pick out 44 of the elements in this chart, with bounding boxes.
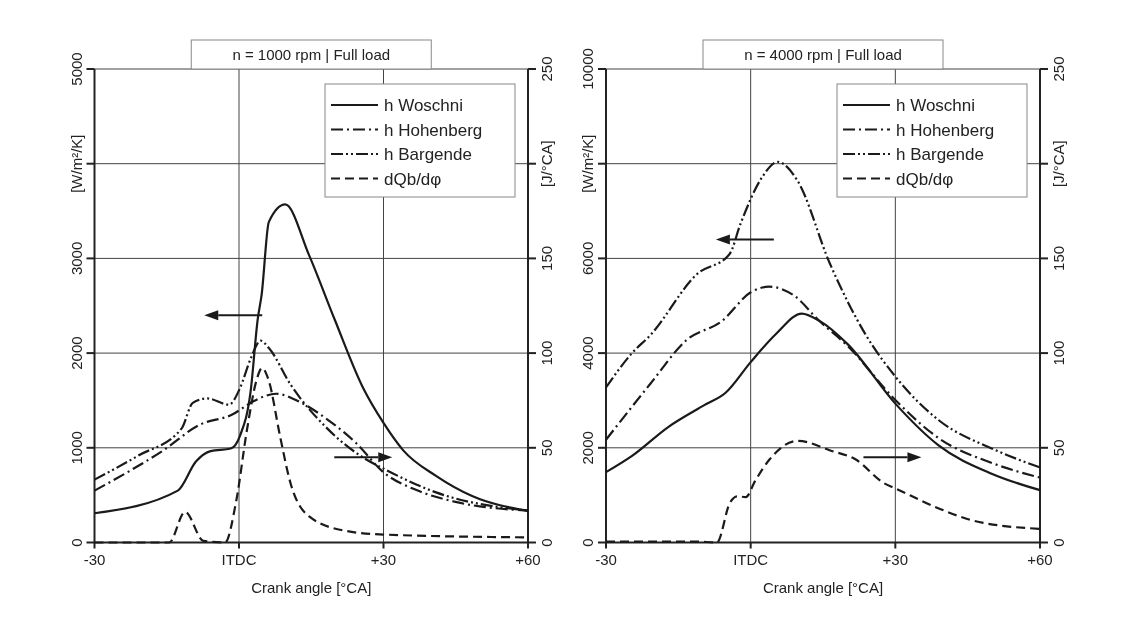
- y-tick-label: 3000: [67, 241, 85, 276]
- x-tick-label: -30: [83, 550, 106, 568]
- y2-tick-label: 50: [1050, 439, 1067, 457]
- x-tick-label: +60: [515, 550, 541, 568]
- y-axis-title: [W/m²/K]: [67, 134, 85, 193]
- y-tick-label: 4000: [579, 336, 596, 370]
- y-tick-label: 0: [67, 538, 85, 547]
- y2-tick-label: 250: [1050, 56, 1067, 82]
- y2-tick-label: 150: [538, 245, 555, 271]
- x-axis-title: Crank angle [°CA]: [762, 578, 884, 596]
- x-tick-label: +60: [1027, 550, 1053, 568]
- x-tick-label: -30: [595, 550, 617, 568]
- y-tick-label: 5000: [67, 52, 85, 86]
- y-tick-label: 2000: [579, 431, 596, 465]
- y-tick-label: 10000: [579, 48, 596, 90]
- legend-label: h Hohenberg: [384, 120, 483, 140]
- legend-label: h Bargende: [896, 145, 984, 164]
- chart-title: n = 1000 rpm | Full load: [232, 46, 391, 63]
- y2-tick-label: 250: [538, 56, 555, 82]
- y2-tick-label: 0: [538, 538, 555, 547]
- y-tick-label: 2000: [67, 336, 85, 370]
- y-tick-label: 1000: [67, 431, 85, 465]
- y2-tick-label: 50: [538, 439, 555, 457]
- x-tick-label: +30: [370, 550, 397, 568]
- y2-tick-label: 100: [538, 340, 555, 366]
- x-tick-label: ITDC: [733, 550, 769, 568]
- y2-tick-label: 150: [1050, 245, 1067, 271]
- y2-axis-title: [J/°CA]: [1050, 140, 1067, 188]
- x-axis-title: Crank angle [°CA]: [251, 578, 372, 596]
- y-axis-title: [W/m²/K]: [579, 134, 596, 193]
- legend-label: h Woschni: [384, 96, 464, 115]
- y-tick-label: 0: [579, 538, 596, 547]
- y2-tick-label: 0: [1050, 538, 1067, 547]
- y2-axis-title: [J/°CA]: [538, 140, 555, 188]
- legend-label: dQb/dφ: [384, 169, 442, 189]
- x-tick-label: +30: [882, 550, 909, 568]
- legend-label: dQb/dφ: [896, 169, 954, 189]
- chart-title: n = 4000 rpm | Full load: [744, 46, 902, 63]
- y-tick-label: 6000: [579, 241, 596, 276]
- legend-label: h Bargende: [384, 145, 472, 164]
- x-tick-label: ITDC: [221, 550, 257, 568]
- legend-label: h Hohenberg: [896, 120, 995, 140]
- legend-label: h Woschni: [896, 96, 976, 115]
- y2-tick-label: 100: [1050, 340, 1067, 366]
